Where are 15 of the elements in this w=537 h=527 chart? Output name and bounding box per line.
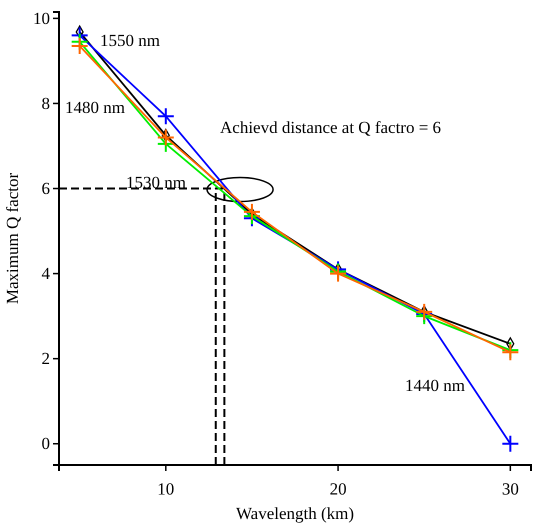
y-tick-label: 4 [42,264,50,284]
annotation: 1440 nm [405,376,465,395]
y-tick-label: 0 [42,434,50,454]
x-tick-label: 30 [502,479,519,498]
annotation: 1480 nm [65,98,125,117]
annotation: 1550 nm [100,31,160,50]
y-tick-label: 8 [42,94,50,113]
x-tick-label: 10 [157,479,174,498]
x-tick-label: 20 [330,479,347,498]
y-tick-label: 10 [33,8,50,28]
x-axis-title: Wavelength (km) [236,504,354,523]
y-tick-label: 2 [42,349,50,368]
y-tick-label: 6 [42,178,50,198]
y-axis-title: Maximum Q factor [3,172,22,304]
annotation: Achievd distance at Q factro = 6 [220,118,442,137]
